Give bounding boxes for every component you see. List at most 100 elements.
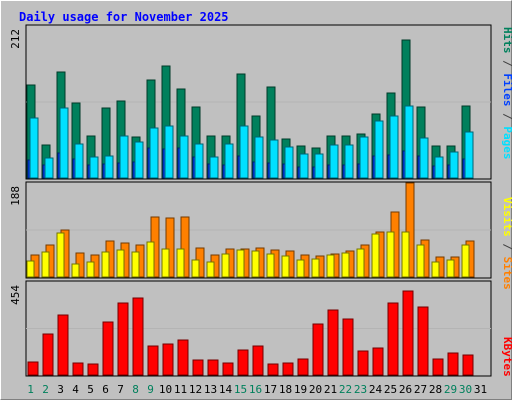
x-label-day-30: 30 [459,383,472,396]
bar-kbytes-day-25 [387,302,399,376]
bar-sites-day-29 [446,259,455,278]
bar-pages-day-11 [179,135,189,179]
bar-sites-day-23 [356,248,365,278]
bar-sites-day-21 [326,254,335,278]
x-label-day-23: 23 [354,383,367,396]
bar-kbytes-day-12 [192,359,204,376]
bar-sites-day-7 [116,249,125,278]
legend-part-visits-sites-0: Visits [501,197,512,237]
bar-kbytes-day-6 [102,321,114,376]
bar-pages-day-30 [464,131,474,179]
bar-kbytes-day-16 [252,345,264,376]
bar-kbytes-day-3 [57,314,69,376]
bar-pages-day-28 [434,156,444,179]
legend-part-hits-files-pages-1: / [501,54,512,74]
bar-pages-day-17 [269,139,279,179]
bar-pages-day-7 [119,135,129,179]
x-label-day-3: 3 [57,383,64,396]
x-label-day-17: 17 [264,383,277,396]
panels: 212 Hits / Files / Pages 188 Visits / Sites… [9,24,512,377]
bar-kbytes-day-27 [417,306,429,376]
bar-pages-day-1 [29,117,39,179]
bar-visits-day-26 [405,182,415,278]
x-label-day-1: 1 [27,383,34,396]
bar-sites-day-4 [71,263,80,278]
bar-sites-day-28 [431,261,440,278]
bar-pages-day-27 [419,137,429,179]
x-label-day-7: 7 [117,383,124,396]
x-label-day-29: 29 [444,383,457,396]
x-label-day-21: 21 [324,383,337,396]
bar-pages-day-22 [344,144,354,179]
panel-visits-sites: 188 Visits / Sites [9,181,512,290]
x-label-day-18: 18 [279,383,292,396]
bar-pages-day-20 [314,153,324,179]
bar-kbytes-day-7 [117,302,129,376]
bar-pages-day-6 [104,155,114,179]
x-label-day-31: 31 [474,383,487,396]
bar-sites-day-25 [386,231,395,278]
axis-legend-hits-files-pages: Hits / Files / Pages [501,27,512,160]
bar-sites-day-11 [176,248,185,278]
bar-sites-day-1 [26,260,35,278]
bar-pages-day-16 [254,136,264,179]
bar-pages-day-29 [449,151,459,179]
x-label-day-14: 14 [219,383,233,396]
bar-sites-day-5 [86,261,95,278]
bar-pages-day-4 [74,143,84,179]
bar-sites-day-6 [101,251,110,278]
y-max-label-visits-sites: 188 [9,186,22,206]
bar-kbytes-day-13 [207,359,219,376]
bar-kbytes-day-8 [132,297,144,376]
x-label-day-26: 26 [399,383,412,396]
bar-kbytes-day-15 [237,349,249,376]
axis-legend-visits-sites: Visits / Sites [501,197,512,290]
bar-sites-day-18 [281,255,290,278]
x-label-day-28: 28 [429,383,442,396]
bar-pages-day-9 [149,127,159,179]
panel-kbytes: 454 KBytes [9,280,512,377]
bar-kbytes-day-10 [162,343,174,376]
bar-pages-day-26 [404,105,414,179]
bar-kbytes-day-19 [297,358,309,376]
bar-sites-day-19 [296,259,305,278]
bar-kbytes-day-11 [177,339,189,376]
legend-part-hits-files-pages-4: Pages [501,126,512,159]
axis-legend-kbytes: KBytes [501,337,512,377]
bar-kbytes-day-23 [357,350,369,376]
x-label-day-25: 25 [384,383,397,396]
y-max-label-hits-files-pages: 212 [9,29,22,49]
bar-sites-day-26 [401,231,410,278]
bar-kbytes-day-9 [147,345,159,376]
x-label-day-12: 12 [189,383,202,396]
bar-pages-day-19 [299,153,309,179]
bar-sites-day-13 [206,261,215,278]
bar-pages-day-10 [164,125,174,179]
bar-sites-day-9 [146,241,155,278]
chart-title: Daily usage for November 2025 [19,10,229,24]
bar-sites-day-8 [131,251,140,278]
bar-visits-day-11 [180,216,190,278]
bar-kbytes-day-4 [72,362,84,376]
y-max-label-kbytes: 454 [9,285,22,305]
bar-kbytes-day-18 [282,362,294,376]
bar-pages-day-23 [359,136,369,179]
bar-sites-day-17 [266,253,275,278]
bar-pages-day-24 [374,120,384,179]
bar-pages-day-25 [389,115,399,179]
bar-sites-day-2 [41,251,50,278]
x-label-day-2: 2 [42,383,49,396]
x-label-day-27: 27 [414,383,427,396]
x-label-day-15: 15 [234,383,247,396]
bar-visits-day-10 [165,217,175,278]
bar-sites-day-10 [161,248,170,278]
x-label-day-24: 24 [369,383,383,396]
panel-hits-files-pages: 212 Hits / Files / Pages [9,24,512,180]
bar-kbytes-day-24 [372,347,384,376]
bar-kbytes-day-17 [267,363,279,376]
x-label-day-6: 6 [102,383,109,396]
bar-sites-day-24 [371,233,380,278]
bar-sites-day-27 [416,244,425,278]
x-label-day-8: 8 [132,383,139,396]
